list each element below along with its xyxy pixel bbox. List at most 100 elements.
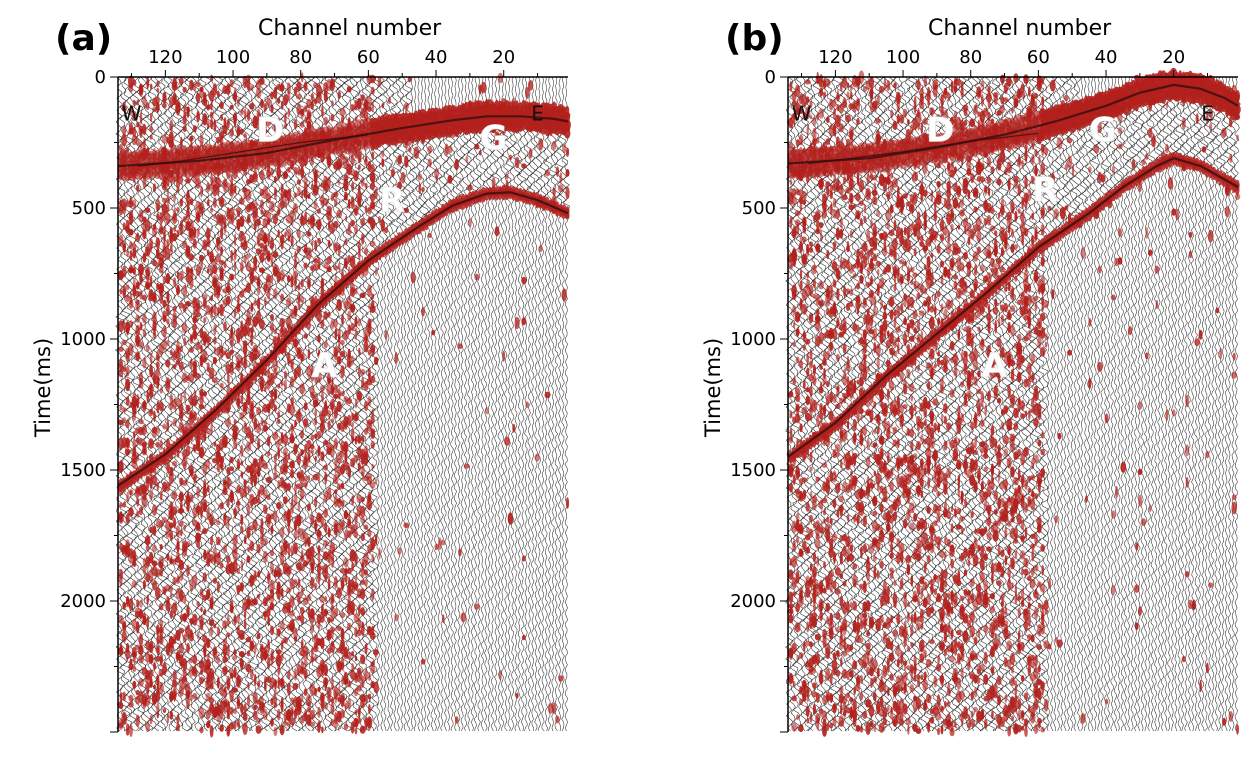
red-fill: [229, 456, 234, 464]
red-fill: [166, 187, 170, 200]
red-fill: [818, 598, 824, 612]
red-fill: [801, 477, 807, 483]
red-fill: [303, 660, 308, 667]
red-fill: [333, 473, 339, 485]
red-fill: [142, 123, 147, 136]
red-fill: [799, 280, 803, 291]
red-fill: [403, 102, 409, 110]
red-fill: [363, 336, 369, 344]
red-fill: [119, 358, 123, 366]
red-fill: [267, 571, 271, 584]
red-fill: [373, 649, 379, 656]
red-fill: [250, 302, 254, 312]
red-fill: [128, 75, 134, 89]
red-fill: [195, 522, 201, 531]
red-fill: [148, 643, 154, 650]
red-fill: [171, 506, 178, 515]
red-fill: [226, 118, 230, 129]
arrival-fill: [205, 417, 211, 427]
red-fill: [359, 699, 366, 709]
red-fill: [360, 533, 366, 542]
red-fill: [256, 423, 262, 433]
red-fill: [266, 517, 271, 528]
red-fill: [809, 241, 813, 247]
red-fill: [333, 716, 338, 730]
red-fill: [136, 121, 140, 128]
red-fill: [121, 265, 127, 278]
red-fill: [216, 520, 221, 526]
red-fill: [806, 367, 810, 377]
red-fill: [346, 651, 352, 660]
red-fill: [246, 326, 251, 337]
red-fill: [289, 403, 296, 416]
red-fill: [173, 226, 177, 233]
arrival-fill: [229, 395, 234, 405]
red-fill: [219, 457, 224, 465]
red-fill: [249, 327, 255, 333]
red-fill: [314, 687, 318, 694]
red-fill: [179, 504, 183, 515]
red-fill: [216, 656, 221, 664]
red-fill: [283, 197, 288, 209]
red-fill: [135, 393, 140, 407]
red-fill: [323, 341, 328, 349]
red-fill: [794, 311, 801, 323]
red-fill: [166, 318, 170, 325]
red-fill: [202, 350, 208, 358]
arrival-fill: [266, 359, 271, 367]
red-fill: [153, 684, 156, 690]
trace-wiggle: [1063, 76, 1073, 732]
red-fill: [132, 650, 136, 664]
red-fill: [557, 184, 564, 193]
red-fill: [816, 136, 820, 144]
red-fill: [360, 496, 365, 503]
red-fill: [364, 694, 368, 703]
red-fill: [357, 152, 362, 164]
red-fill: [148, 454, 154, 460]
red-fill: [333, 242, 339, 252]
red-fill: [249, 432, 255, 444]
red-fill: [258, 124, 265, 130]
trace-wiggle: [444, 76, 453, 732]
red-fill: [122, 288, 126, 298]
red-fill: [339, 107, 346, 117]
red-fill: [266, 170, 272, 178]
red-fill: [129, 249, 133, 262]
red-fill: [266, 436, 271, 447]
red-fill: [369, 632, 376, 640]
red-fill: [381, 158, 385, 168]
red-fill: [229, 128, 234, 137]
red-fill: [331, 378, 334, 387]
red-fill: [280, 379, 284, 387]
red-fill: [521, 276, 527, 285]
red-fill: [369, 172, 376, 183]
red-fill: [290, 498, 294, 506]
red-fill: [209, 725, 214, 738]
red-fill: [300, 449, 305, 456]
red-fill: [792, 341, 796, 348]
red-fill: [156, 711, 160, 719]
red-fill: [300, 614, 305, 624]
red-fill: [273, 696, 278, 703]
red-fill: [259, 646, 265, 653]
red-fill: [330, 418, 335, 424]
red-fill: [339, 567, 346, 574]
red-fill: [565, 147, 570, 157]
red-fill: [454, 716, 459, 724]
red-fill: [206, 182, 210, 193]
red-fill: [262, 537, 268, 546]
red-fill: [233, 248, 237, 261]
red-fill: [122, 125, 127, 136]
red-fill: [293, 258, 298, 270]
red-fill: [300, 278, 304, 288]
red-fill: [193, 226, 197, 239]
trace-wiggle: [552, 76, 561, 732]
red-fill: [189, 657, 194, 664]
red-fill: [825, 350, 831, 360]
red-fill: [243, 479, 247, 486]
red-fill: [795, 139, 800, 147]
red-fill: [351, 182, 355, 191]
red-fill: [821, 209, 828, 219]
red-fill: [344, 509, 348, 520]
red-fill: [806, 123, 809, 136]
